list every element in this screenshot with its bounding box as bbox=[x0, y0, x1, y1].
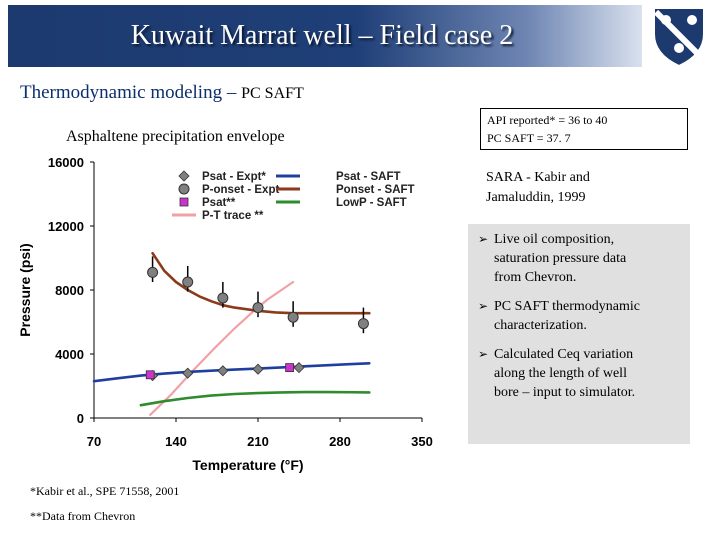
legend-marker bbox=[179, 197, 189, 207]
data-point bbox=[182, 367, 194, 379]
legend-label: Ponset - SAFT bbox=[336, 184, 415, 196]
x-tick-label: 280 bbox=[329, 434, 351, 449]
bullet-item: ➢ Live oil composition, saturation press… bbox=[478, 230, 682, 287]
data-point bbox=[252, 302, 264, 314]
bullet-item: ➢ PC SAFT thermodynamic characterization… bbox=[478, 297, 682, 335]
bullet-panel: ➢ Live oil composition, saturation press… bbox=[468, 224, 690, 444]
arrow-bullet-icon: ➢ bbox=[478, 299, 489, 313]
slide-title: Kuwait Marrat well – Field case 2 bbox=[130, 20, 514, 51]
legend-label: Psat** bbox=[202, 197, 236, 209]
x-tick-label: 70 bbox=[87, 434, 101, 449]
x-axis-label: Temperature (°F) bbox=[192, 457, 303, 473]
section-subtitle: Thermodynamic modeling – PC SAFT bbox=[20, 82, 304, 104]
data-point bbox=[145, 370, 155, 380]
x-tick-label: 140 bbox=[165, 434, 187, 449]
y-axis-label: Pressure (psi) bbox=[17, 243, 33, 336]
series-line bbox=[92, 361, 371, 383]
chart-caption: Asphaltene precipitation envelope bbox=[66, 128, 285, 145]
info-line: API reported* = 36 to 40 bbox=[487, 113, 608, 127]
bullet-line: along the length of well bbox=[494, 366, 627, 381]
legend-label: Psat - Expt* bbox=[202, 171, 266, 183]
y-tick-label: 16000 bbox=[48, 155, 84, 170]
bullet-line: Live oil composition, bbox=[494, 232, 615, 247]
arrow-bullet-icon: ➢ bbox=[478, 232, 489, 246]
university-shield-icon bbox=[653, 7, 705, 68]
series-line bbox=[139, 390, 371, 407]
footnote-chevron: **Data from Chevron bbox=[30, 509, 136, 523]
bullet-line: bore – input to simulator. bbox=[494, 385, 636, 400]
x-tick-label: 210 bbox=[247, 434, 269, 449]
bullet-line: characterization. bbox=[494, 318, 587, 333]
api-info-box: API reported* = 36 to 40 PC SAFT = 37. 7 bbox=[480, 108, 688, 150]
bullet-line: saturation pressure data bbox=[494, 251, 627, 266]
series-line bbox=[149, 280, 295, 416]
sara-line: Jamaluddin, 1999 bbox=[486, 190, 586, 205]
data-point bbox=[293, 362, 305, 374]
bullet-line: PC SAFT thermodynamic bbox=[494, 299, 640, 314]
subtitle-main: Thermodynamic modeling – bbox=[20, 82, 237, 103]
sara-reference: SARA - Kabir and Jamaluddin, 1999 bbox=[486, 168, 590, 208]
data-point bbox=[252, 363, 264, 375]
y-tick-label: 12000 bbox=[48, 219, 84, 234]
data-point bbox=[147, 266, 159, 278]
bullet-line: Calculated Ceq variation bbox=[494, 347, 634, 362]
legend-marker bbox=[178, 170, 190, 182]
x-tick-label: 350 bbox=[411, 434, 433, 449]
data-point bbox=[182, 276, 194, 288]
data-point bbox=[357, 318, 369, 330]
legend-label: LowP - SAFT bbox=[336, 197, 407, 209]
subtitle-model: PC SAFT bbox=[241, 85, 304, 102]
arrow-bullet-icon: ➢ bbox=[478, 347, 489, 361]
data-point bbox=[287, 311, 299, 323]
legend-label: P-T trace ** bbox=[202, 210, 264, 222]
bullet-line: from Chevron. bbox=[494, 270, 577, 285]
y-tick-label: 8000 bbox=[55, 283, 84, 298]
data-point bbox=[217, 365, 229, 377]
bullet-item: ➢ Calculated Ceq variation along the len… bbox=[478, 345, 682, 402]
info-line: PC SAFT = 37. 7 bbox=[487, 131, 571, 145]
legend-marker bbox=[178, 183, 190, 195]
series-line bbox=[151, 251, 371, 315]
slide-header: Kuwait Marrat well – Field case 2 bbox=[0, 0, 720, 70]
title-band bbox=[8, 5, 642, 67]
y-tick-label: 0 bbox=[77, 411, 84, 426]
legend-label: P-onset - Expt bbox=[202, 184, 279, 196]
legend-label: Psat - SAFT bbox=[336, 171, 401, 183]
data-point bbox=[285, 363, 295, 373]
data-point bbox=[217, 292, 229, 304]
y-tick-label: 4000 bbox=[55, 347, 84, 362]
phase-envelope-chart: 70 140 210 280 350 0 4000 8000 12000 16000 Tempera… bbox=[17, 155, 433, 473]
footnote-kabir: *Kabir et al., SPE 71558, 2001 bbox=[30, 484, 180, 498]
sara-line: SARA - Kabir and bbox=[486, 170, 590, 185]
